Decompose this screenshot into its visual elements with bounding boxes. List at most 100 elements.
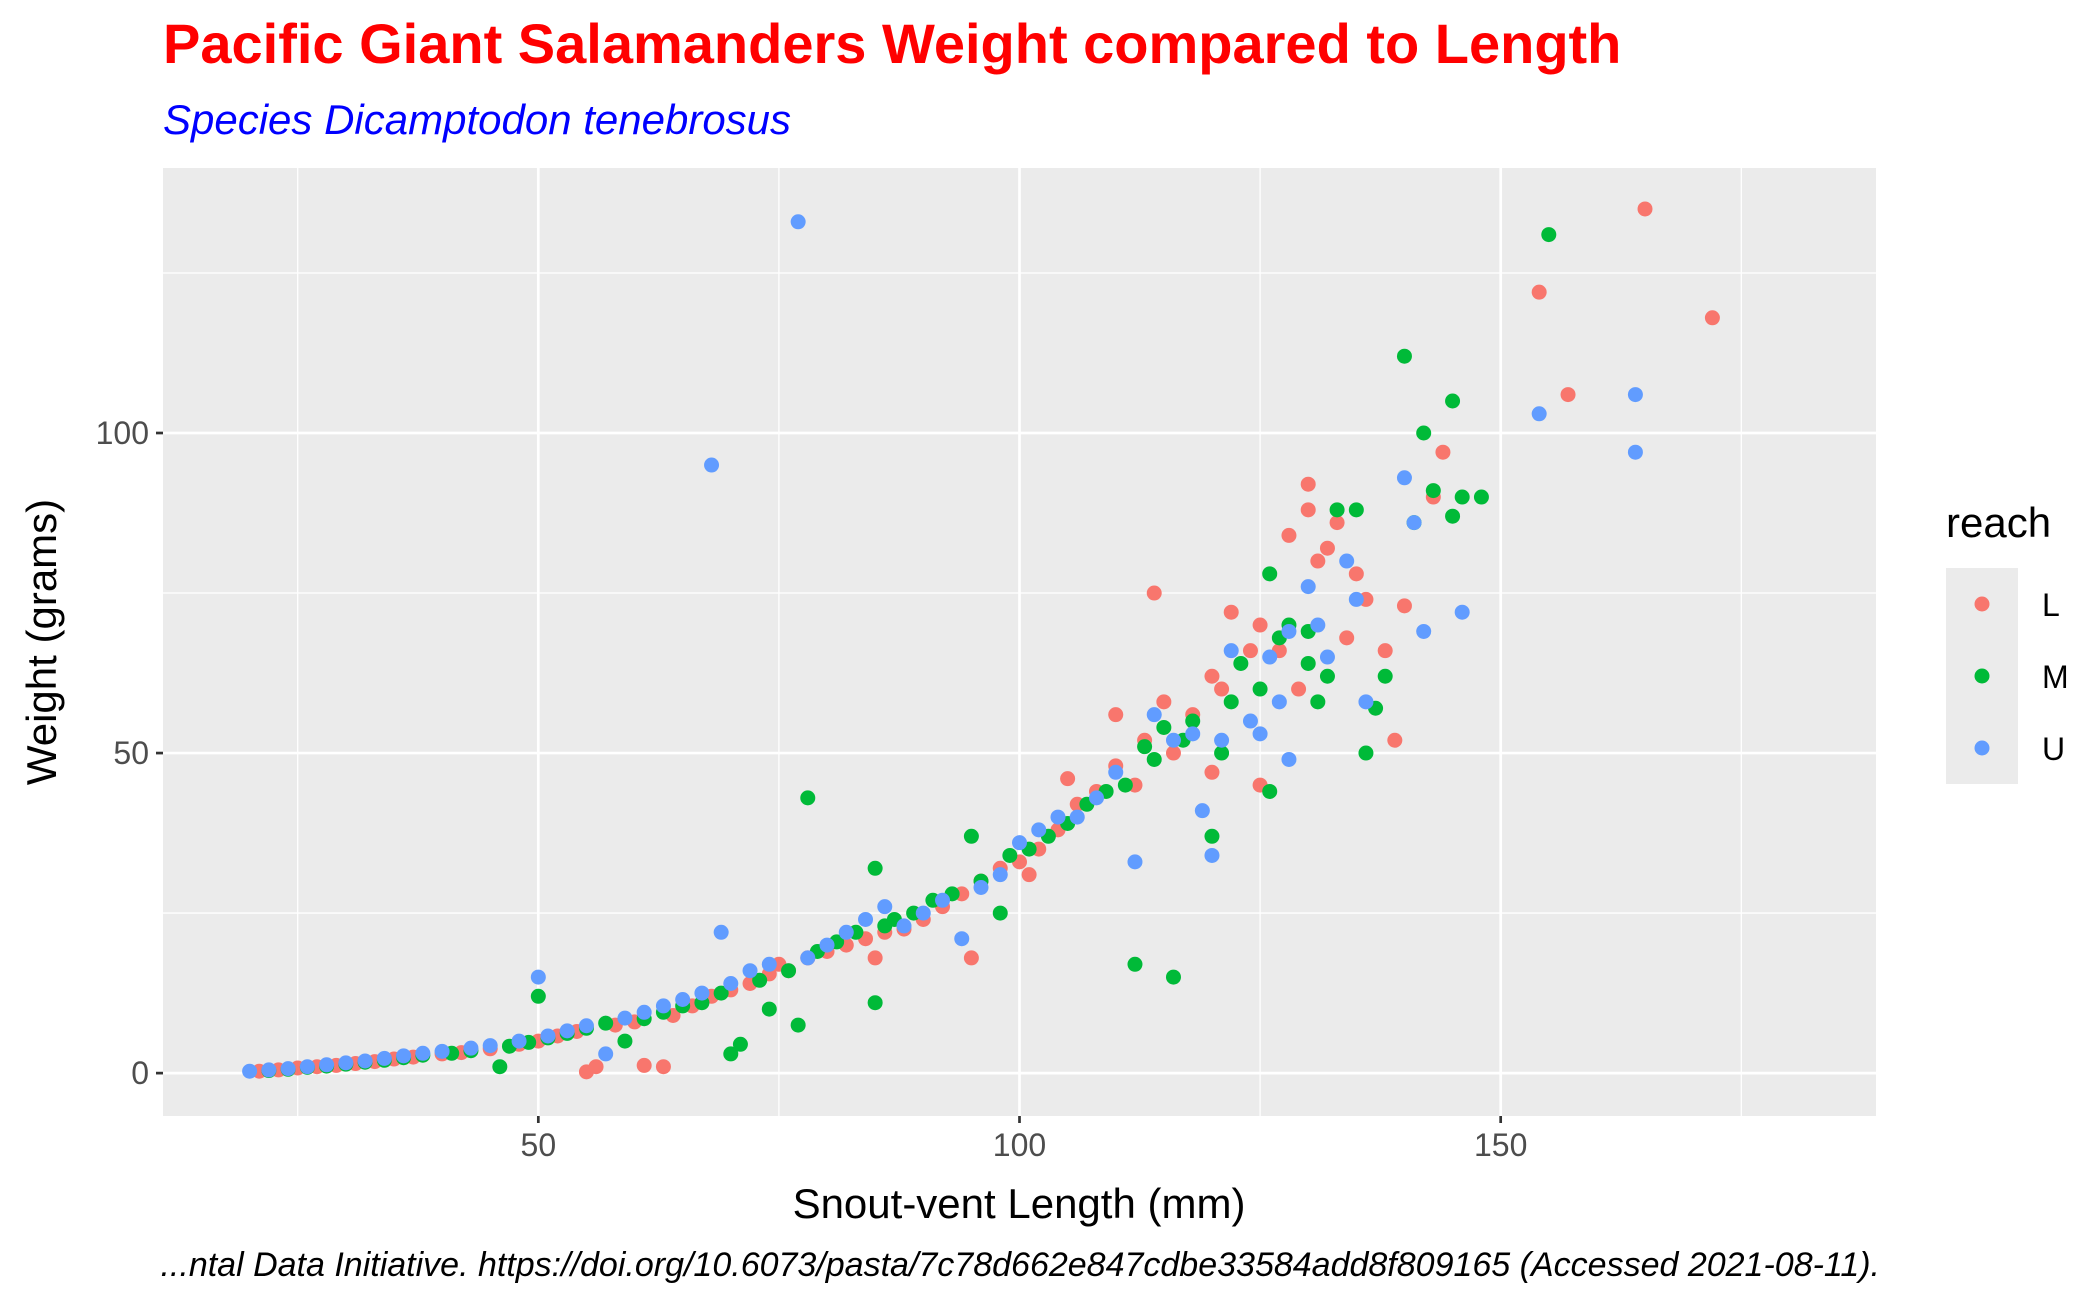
- data-point: [1358, 694, 1374, 710]
- data-point: [1454, 489, 1470, 505]
- data-point: [1204, 668, 1220, 684]
- data-point: [877, 899, 893, 915]
- data-point: [578, 1018, 594, 1034]
- data-point: [1252, 726, 1268, 742]
- data-point: [1416, 425, 1432, 441]
- data-point: [790, 1017, 806, 1033]
- data-point: [1416, 623, 1432, 639]
- data-point: [1021, 867, 1037, 883]
- data-point: [963, 950, 979, 966]
- data-point: [1454, 604, 1470, 620]
- data-point: [1387, 732, 1403, 748]
- data-point: [1329, 515, 1345, 531]
- data-point: [1069, 809, 1085, 825]
- legend-key-m: [1974, 668, 1990, 684]
- data-point: [742, 963, 758, 979]
- data-point: [1445, 393, 1461, 409]
- data-point: [867, 995, 883, 1011]
- data-point: [1377, 643, 1393, 659]
- data-point: [1204, 764, 1220, 780]
- data-point: [973, 879, 989, 895]
- data-point: [1310, 694, 1326, 710]
- data-point: [415, 1045, 431, 1061]
- data-point: [1406, 515, 1422, 531]
- data-point: [732, 1036, 748, 1052]
- data-point: [1310, 553, 1326, 569]
- data-point: [617, 1033, 633, 1049]
- data-point: [598, 1046, 614, 1062]
- data-point: [1002, 847, 1018, 863]
- data-point: [781, 963, 797, 979]
- data-point: [655, 998, 671, 1014]
- data-point: [492, 1059, 508, 1075]
- data-point: [1204, 847, 1220, 863]
- data-point: [1242, 713, 1258, 729]
- data-point: [1088, 790, 1104, 806]
- data-point: [1165, 745, 1181, 761]
- chart-title: Pacific Giant Salamanders Weight compare…: [163, 12, 1621, 75]
- data-point: [1156, 694, 1172, 710]
- data-point: [540, 1028, 556, 1044]
- data-point: [434, 1043, 450, 1059]
- data-point: [1329, 502, 1345, 518]
- x-tick-label: 50: [521, 1127, 557, 1163]
- data-point: [1637, 201, 1653, 217]
- data-point: [935, 892, 951, 908]
- data-point: [1627, 387, 1643, 403]
- data-point: [1396, 348, 1412, 364]
- data-point: [1319, 649, 1335, 665]
- legend-label-u: U: [2042, 731, 2065, 767]
- data-point: [261, 1062, 277, 1078]
- data-point: [319, 1057, 335, 1073]
- data-point: [1242, 643, 1258, 659]
- x-axis: 50 100 150: [521, 1116, 1527, 1163]
- data-point: [1396, 598, 1412, 614]
- data-point: [1473, 489, 1489, 505]
- data-point: [800, 790, 816, 806]
- data-point: [482, 1038, 498, 1054]
- data-point: [713, 924, 729, 940]
- data-point: [1445, 508, 1461, 524]
- data-point: [1262, 566, 1278, 582]
- data-point: [1185, 726, 1201, 742]
- data-point: [655, 1059, 671, 1075]
- data-point: [1214, 681, 1230, 697]
- data-point: [675, 992, 691, 1008]
- data-point: [636, 1057, 652, 1073]
- data-point: [838, 924, 854, 940]
- data-point: [280, 1061, 296, 1077]
- data-point: [819, 937, 835, 953]
- data-point: [1146, 707, 1162, 723]
- data-point: [1108, 707, 1124, 723]
- data-point: [1262, 783, 1278, 799]
- data-point: [1108, 764, 1124, 780]
- data-point: [242, 1063, 258, 1079]
- data-point: [1531, 284, 1547, 300]
- data-point: [896, 918, 912, 934]
- data-point: [1339, 630, 1355, 646]
- data-point: [588, 1059, 604, 1075]
- data-point: [992, 905, 1008, 921]
- data-point: [790, 214, 806, 230]
- data-point: [1223, 643, 1239, 659]
- data-point: [704, 457, 720, 473]
- legend-label-m: M: [2042, 659, 2069, 695]
- data-point: [1146, 585, 1162, 601]
- x-tick-label: 100: [993, 1127, 1046, 1163]
- data-point: [1050, 809, 1066, 825]
- data-point: [396, 1048, 412, 1064]
- data-point: [800, 950, 816, 966]
- data-point: [1012, 835, 1027, 851]
- chart-subtitle: Species Dicamptodon tenebrosus: [163, 96, 791, 143]
- data-point: [376, 1050, 392, 1066]
- data-point: [1165, 969, 1181, 985]
- data-point: [1281, 623, 1297, 639]
- data-point: [1704, 310, 1720, 326]
- data-point: [299, 1059, 315, 1075]
- data-point: [1185, 713, 1201, 729]
- data-point: [1271, 694, 1287, 710]
- data-point: [1310, 617, 1326, 633]
- data-point: [954, 931, 970, 947]
- legend: reach LMU: [1946, 499, 2069, 784]
